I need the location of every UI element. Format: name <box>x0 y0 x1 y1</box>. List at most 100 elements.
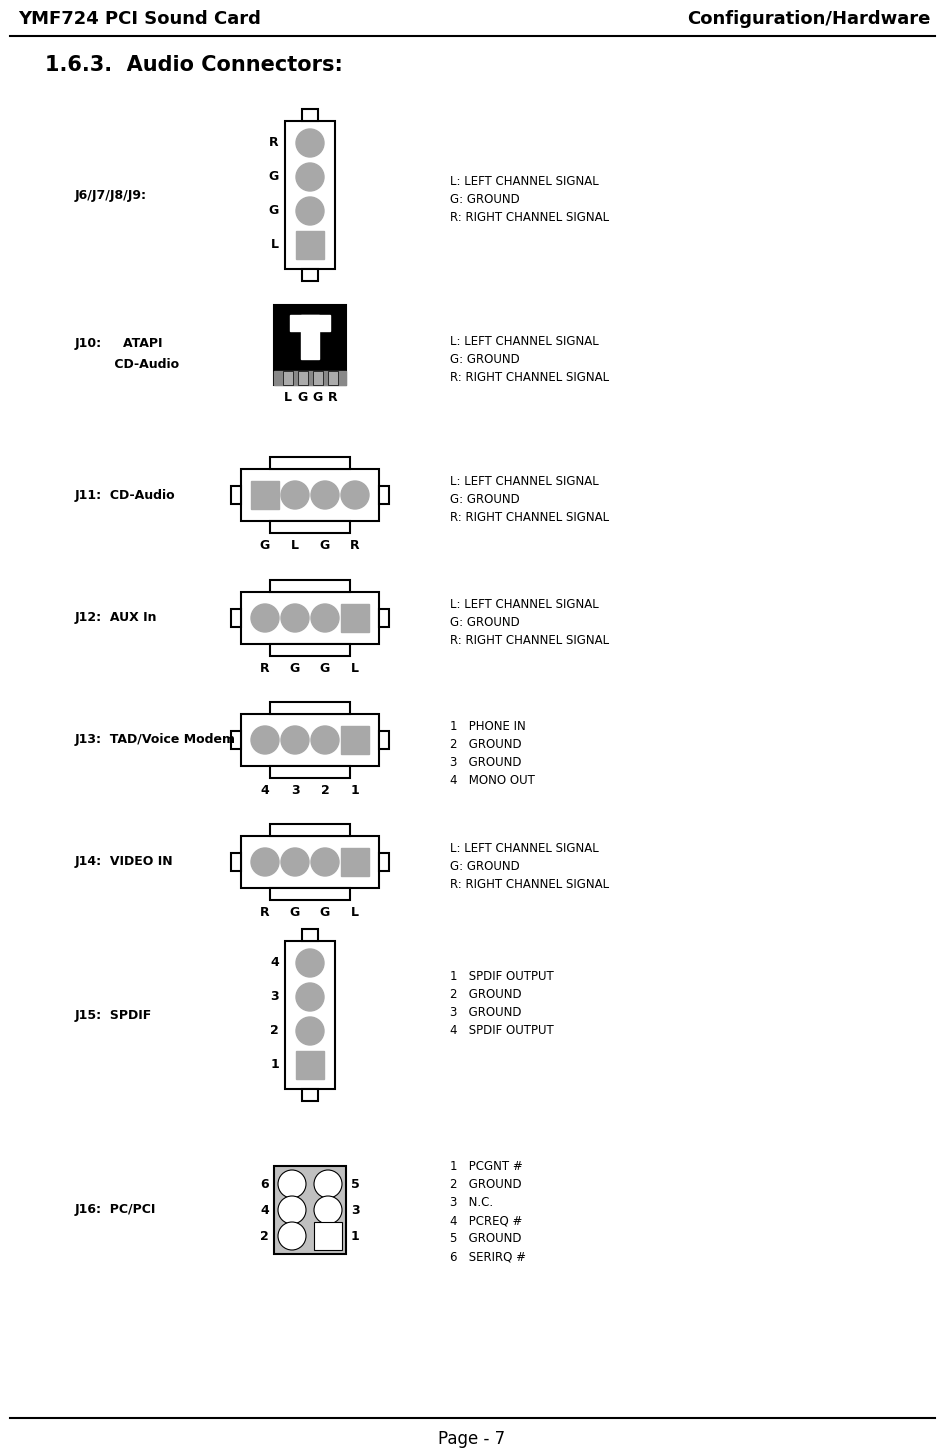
Text: 2: 2 <box>270 1024 278 1037</box>
Bar <box>297 371 307 386</box>
Bar <box>302 269 318 281</box>
Text: 4   PCREQ #: 4 PCREQ # <box>449 1213 522 1227</box>
Text: 5: 5 <box>350 1177 360 1190</box>
Text: L: L <box>350 662 359 675</box>
Bar <box>270 824 349 837</box>
Text: 3: 3 <box>270 991 278 1004</box>
Text: L: LEFT CHANNEL SIGNAL: L: LEFT CHANNEL SIGNAL <box>449 474 598 487</box>
Bar <box>328 371 337 386</box>
Text: J14:  VIDEO IN: J14: VIDEO IN <box>75 856 174 869</box>
Circle shape <box>251 726 278 754</box>
Bar <box>241 837 379 888</box>
Bar <box>241 592 379 645</box>
Bar <box>241 469 379 521</box>
Text: 2   GROUND: 2 GROUND <box>449 1179 521 1192</box>
Text: R: RIGHT CHANNEL SIGNAL: R: RIGHT CHANNEL SIGNAL <box>449 877 609 890</box>
Text: G: GROUND: G: GROUND <box>449 493 519 506</box>
Text: 3: 3 <box>291 784 299 797</box>
Bar <box>251 482 278 509</box>
Bar <box>274 371 346 386</box>
Text: 3   N.C.: 3 N.C. <box>449 1196 493 1209</box>
Text: G: GROUND: G: GROUND <box>449 194 519 207</box>
Text: CD-Audio: CD-Audio <box>75 358 179 371</box>
Text: 2   GROUND: 2 GROUND <box>449 988 521 1001</box>
Bar <box>302 109 318 121</box>
Text: R: RIGHT CHANNEL SIGNAL: R: RIGHT CHANNEL SIGNAL <box>449 371 609 384</box>
Text: G: G <box>290 906 300 920</box>
Text: J6/J7/J8/J9:: J6/J7/J8/J9: <box>75 189 147 201</box>
Text: 4: 4 <box>270 956 278 969</box>
Circle shape <box>295 1017 324 1045</box>
Bar <box>379 730 389 749</box>
Text: G: GROUND: G: GROUND <box>449 354 519 367</box>
Bar <box>230 486 241 503</box>
Circle shape <box>280 482 309 509</box>
Bar <box>302 1088 318 1101</box>
Circle shape <box>295 949 324 976</box>
Circle shape <box>251 604 278 631</box>
Circle shape <box>311 848 339 876</box>
Circle shape <box>311 604 339 631</box>
Text: 6: 6 <box>261 1177 269 1190</box>
Text: R: R <box>260 906 270 920</box>
Text: 1: 1 <box>350 784 359 797</box>
Text: 1   SPDIF OUTPUT: 1 SPDIF OUTPUT <box>449 970 553 984</box>
Text: L: LEFT CHANNEL SIGNAL: L: LEFT CHANNEL SIGNAL <box>449 598 598 611</box>
Bar <box>270 581 349 592</box>
Bar <box>270 888 349 901</box>
Text: G: G <box>260 538 270 551</box>
Text: R: R <box>260 662 270 675</box>
Bar <box>282 371 293 386</box>
Text: 4: 4 <box>260 1203 269 1216</box>
Text: L: LEFT CHANNEL SIGNAL: L: LEFT CHANNEL SIGNAL <box>449 175 598 188</box>
Bar <box>313 1222 342 1250</box>
Circle shape <box>280 848 309 876</box>
Circle shape <box>295 129 324 157</box>
Text: YMF724 PCI Sound Card: YMF724 PCI Sound Card <box>18 10 261 28</box>
Bar <box>301 314 319 359</box>
Bar <box>302 928 318 941</box>
Bar <box>341 848 368 876</box>
Text: G: G <box>319 906 329 920</box>
Circle shape <box>311 726 339 754</box>
Circle shape <box>278 1196 306 1224</box>
Text: 1.6.3.  Audio Connectors:: 1.6.3. Audio Connectors: <box>45 55 343 76</box>
Bar <box>295 1051 324 1080</box>
Text: G: G <box>319 538 329 551</box>
Bar <box>295 231 324 259</box>
Bar <box>270 645 349 656</box>
Text: 6   SERIRQ #: 6 SERIRQ # <box>449 1250 526 1263</box>
Text: J11:  CD-Audio: J11: CD-Audio <box>75 489 176 502</box>
Text: 3   GROUND: 3 GROUND <box>449 757 521 770</box>
Bar <box>379 610 389 627</box>
Circle shape <box>278 1222 306 1250</box>
Text: L: L <box>350 906 359 920</box>
Text: 4   MONO OUT: 4 MONO OUT <box>449 774 534 787</box>
Bar <box>274 1165 346 1254</box>
Text: 4: 4 <box>261 784 269 797</box>
Bar <box>379 853 389 872</box>
Text: 4   SPDIF OUTPUT: 4 SPDIF OUTPUT <box>449 1024 553 1037</box>
Text: G: GROUND: G: GROUND <box>449 860 519 873</box>
Text: R: R <box>350 538 360 551</box>
Text: 2: 2 <box>260 1229 269 1243</box>
Circle shape <box>311 482 339 509</box>
Circle shape <box>278 1170 306 1197</box>
Text: 1   PHONE IN: 1 PHONE IN <box>449 720 525 733</box>
Text: G: G <box>290 662 300 675</box>
Bar <box>285 941 334 1088</box>
Circle shape <box>341 482 368 509</box>
Text: 1: 1 <box>270 1058 278 1071</box>
Bar <box>379 486 389 503</box>
Bar <box>312 371 322 386</box>
Text: J16:  PC/PCI: J16: PC/PCI <box>75 1203 156 1216</box>
Circle shape <box>280 604 309 631</box>
Text: J12:  AUX In: J12: AUX In <box>75 611 158 624</box>
Text: R: RIGHT CHANNEL SIGNAL: R: RIGHT CHANNEL SIGNAL <box>449 511 609 524</box>
Text: G: G <box>312 391 322 404</box>
Text: G: GROUND: G: GROUND <box>449 615 519 629</box>
Bar <box>270 765 349 778</box>
Bar <box>341 604 368 631</box>
Bar <box>285 121 334 269</box>
Text: 1: 1 <box>350 1229 360 1243</box>
